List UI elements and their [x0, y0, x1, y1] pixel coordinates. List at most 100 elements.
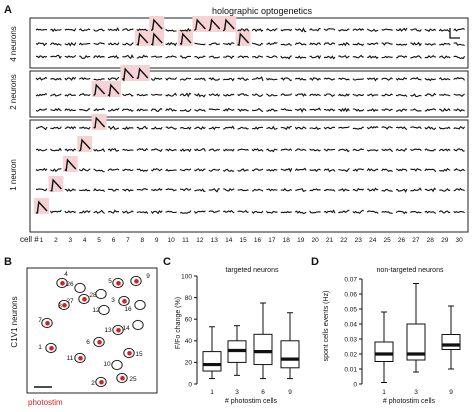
trace-segment	[266, 148, 278, 153]
panel-c-label: C	[163, 256, 171, 268]
trace-segment	[438, 210, 451, 214]
trace-segment	[395, 168, 408, 172]
cell-number: 15	[239, 237, 247, 244]
panel-a-group-labels: 4 neurons 2 neurons 1 neuron	[9, 26, 18, 191]
trace-segment	[396, 108, 408, 113]
trace-segment	[381, 210, 393, 214]
trace-segment	[439, 55, 451, 59]
trace-segment	[294, 148, 307, 152]
trace-segment	[266, 168, 278, 172]
trace-segment	[266, 108, 278, 112]
trace-segment	[323, 28, 336, 31]
trace-segment	[410, 187, 422, 192]
trace-segment	[222, 148, 235, 152]
panel-d-label: D	[311, 256, 319, 268]
x-tick-label: 1	[210, 389, 214, 396]
trace-segment	[294, 210, 307, 215]
trace-segment	[136, 93, 148, 97]
trace-segment	[93, 116, 106, 129]
trace-segment	[208, 18, 221, 32]
photostim-caption: photostim	[28, 398, 63, 407]
fov-cell-number: 7	[38, 317, 42, 324]
scale-bar	[449, 28, 460, 39]
trace-segment	[35, 76, 48, 81]
trace-segment	[222, 209, 235, 214]
trace-segment	[208, 188, 220, 193]
box-iqr	[441, 334, 461, 350]
trace-segment	[64, 108, 76, 112]
cell-number: 6	[112, 237, 116, 244]
trace-segment	[395, 77, 407, 81]
trace-segment	[309, 148, 321, 152]
fov-cell-number: 14	[122, 325, 130, 332]
trace-segment	[439, 107, 451, 112]
panel-d-title: non-targeted neurons	[377, 267, 444, 274]
trace-segment	[366, 28, 379, 32]
trace-segment	[381, 42, 393, 46]
trace-segment	[280, 77, 293, 82]
trace-segment	[280, 148, 293, 152]
box-iqr	[202, 351, 222, 372]
trace-segment	[251, 148, 264, 152]
trace-segment	[50, 126, 62, 130]
y-tick-label: 60	[185, 317, 193, 324]
trace-segment	[64, 210, 77, 214]
cell-number: 19	[297, 237, 305, 244]
trace-segment	[410, 76, 422, 81]
trace-segment	[424, 148, 436, 152]
box-6	[253, 302, 273, 380]
y-tick-label: 20	[185, 360, 193, 367]
trace-segment	[165, 41, 178, 47]
trace-segment	[381, 188, 393, 192]
box-iqr	[280, 340, 300, 369]
trace-segment	[165, 77, 178, 81]
trace-segment	[237, 108, 249, 112]
box-3	[406, 283, 426, 373]
cell-number: 29	[441, 237, 449, 244]
trace-segment	[237, 148, 249, 152]
trace-segment	[395, 43, 408, 46]
trace-segment	[35, 200, 48, 214]
fov-image	[26, 267, 158, 394]
cell-number: 2	[54, 237, 58, 244]
panel-d-ylabel: spont cells events (Hz)	[323, 291, 330, 362]
trace-segment	[309, 107, 322, 112]
trace-segment	[194, 92, 206, 98]
trace-segment	[251, 188, 264, 192]
trace-segment	[338, 209, 350, 214]
trace-segment	[107, 209, 120, 214]
photostim-spot	[60, 281, 65, 286]
trace-segment	[64, 93, 76, 97]
photostim-spot	[134, 279, 139, 284]
trace-segment	[338, 148, 350, 153]
trace-segment	[424, 77, 436, 82]
trace-segment	[424, 43, 437, 46]
group-label-2-neurons: 2 neurons	[9, 74, 18, 110]
trace-segment	[410, 93, 422, 98]
trace-segment	[381, 28, 393, 31]
trace-segment	[424, 210, 437, 214]
trace-segment	[280, 28, 293, 32]
trace-segment	[439, 42, 451, 46]
cell-number: 22	[340, 237, 348, 244]
trace-segment	[266, 125, 278, 130]
fov-cell-outline	[134, 299, 146, 311]
trace-segment	[352, 209, 364, 214]
trace-segment	[193, 18, 206, 31]
trace-segment	[136, 67, 149, 80]
trace-segment	[165, 55, 177, 59]
trace-segment	[122, 42, 134, 46]
trace-segment	[93, 209, 105, 214]
trace-segment	[294, 126, 307, 130]
trace-segment	[395, 210, 408, 215]
trace-segment	[93, 42, 105, 46]
trace-segment	[64, 188, 76, 192]
trace-segment	[424, 187, 437, 193]
trace-segment	[266, 55, 278, 59]
trace-segment	[223, 125, 235, 130]
trace-segment	[179, 108, 192, 112]
trace-segment	[323, 77, 336, 81]
fov-cell-number: 9	[146, 273, 150, 280]
